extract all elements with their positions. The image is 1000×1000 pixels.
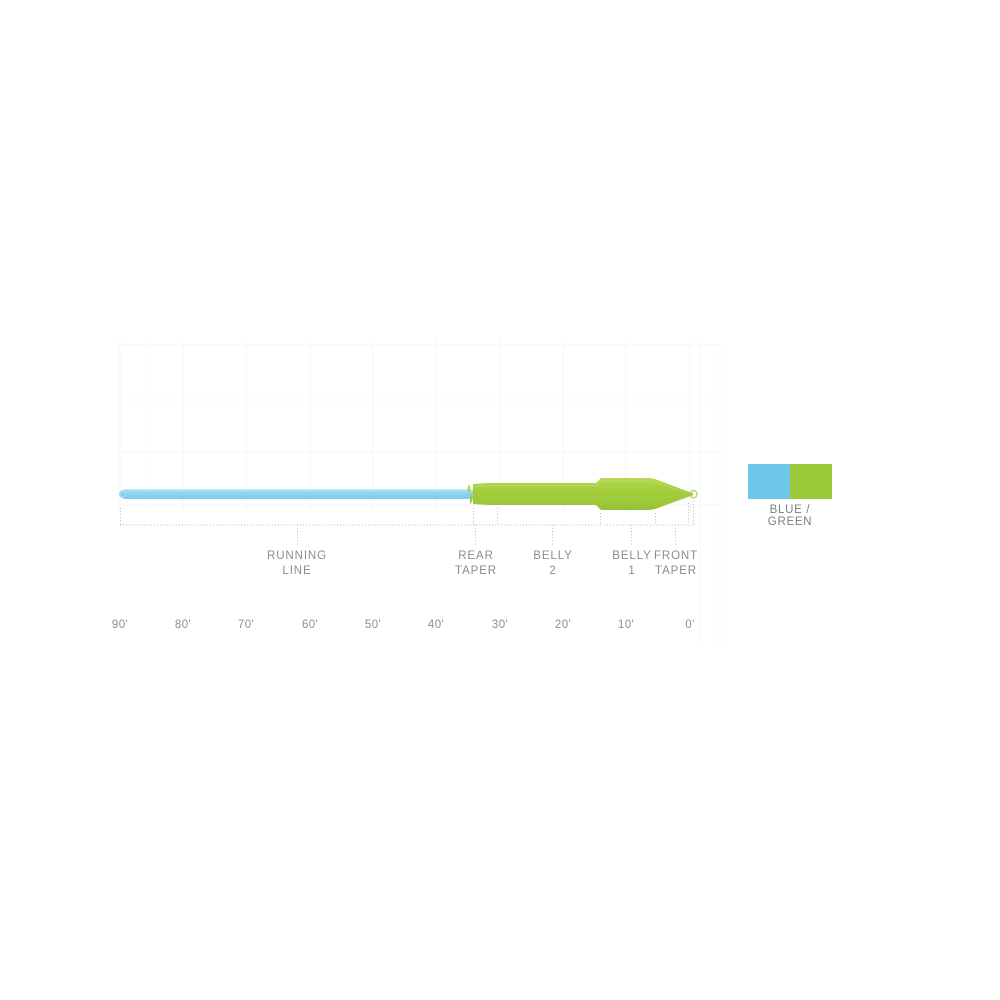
axis-tick-20: 20' [554,619,572,631]
blue-swatch [748,464,790,499]
legend-label: BLUE / GREEN [767,504,813,528]
segment-label-front-taper: FRONT TAPER [653,550,699,577]
color-swatch [748,464,832,499]
green-swatch [790,464,832,499]
segment-running-line [117,489,477,499]
axis-tick-80: 80' [174,619,192,631]
segment-label-running-line: RUNNING LINE [267,550,327,577]
axis-tick-60: 60' [301,619,319,631]
axis-tick-70: 70' [237,619,255,631]
segment-label-rear-taper: REAR TAPER [455,550,497,577]
axis-tick-50: 50' [364,619,382,631]
axis-tick-40: 40' [427,619,445,631]
dimension-lines [120,501,696,546]
color-legend: BLUE / GREEN [748,464,832,528]
segment-label-belly-2: BELLY 2 [533,550,573,577]
axis-tick-10: 10' [617,619,635,631]
axis-tick-0: 0' [685,619,695,631]
axis-tick-90: 90' [111,619,129,631]
segment-green-taper-body [467,478,698,510]
axis-tick-30: 30' [491,619,509,631]
segment-label-belly-1: BELLY 1 [612,550,652,577]
